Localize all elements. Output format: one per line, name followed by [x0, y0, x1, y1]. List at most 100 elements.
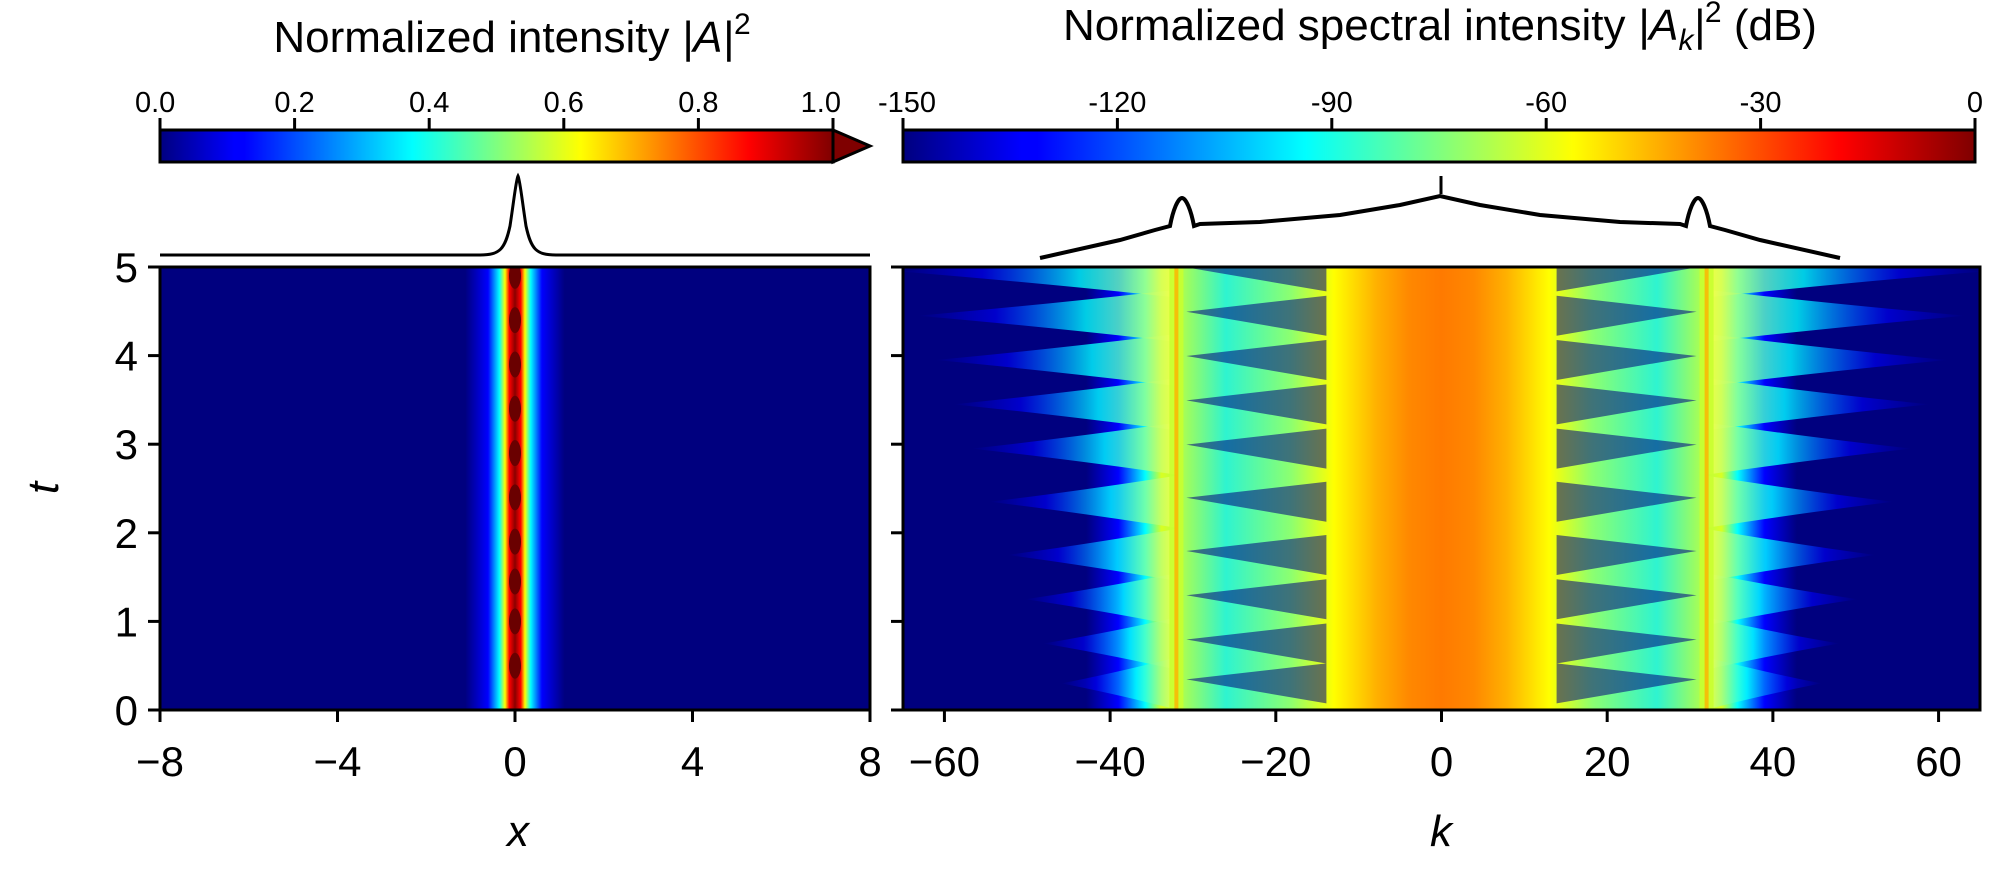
right-resonance-core — [1174, 267, 1179, 710]
right-band-right — [1706, 528, 1876, 581]
left-breather-max — [509, 440, 521, 467]
left-x-ticks: −8 −4 0 4 8 — [136, 710, 882, 785]
left-x-tick-label: 0 — [503, 738, 526, 785]
left-colorbar-frame — [158, 128, 835, 164]
left-y-tick-label: 3 — [115, 421, 138, 468]
right-band-left — [917, 289, 1177, 342]
y-label: t — [19, 480, 68, 494]
right-band-left — [1043, 617, 1177, 670]
right-notch-right — [1556, 428, 1697, 469]
right-notch-right — [1556, 623, 1697, 664]
left-x-tick-label: 8 — [858, 738, 881, 785]
right-notch-right — [1556, 579, 1697, 620]
right-x-ticks: −60 −40 −20 0 20 40 60 — [909, 710, 1962, 785]
left-breather-max — [509, 568, 521, 595]
right-colorbar-tick-label: 0 — [1967, 87, 1983, 119]
left-y-ticks: 0 1 2 3 4 5 — [115, 244, 160, 734]
right-band-left — [903, 267, 1177, 298]
right-colorbar-ticks: -150 -120 -90 -60 -30 0 — [878, 87, 1983, 130]
left-breather-max — [509, 484, 521, 511]
right-notch-left — [1186, 384, 1327, 425]
left-colorbar-tick-label: 0.6 — [544, 87, 584, 119]
right-band-right — [1706, 657, 1822, 710]
right-band-right — [1706, 475, 1894, 528]
right-notch-left — [1186, 295, 1327, 336]
right-band-left — [1007, 528, 1177, 581]
right-band-right — [1706, 378, 1930, 431]
left-colorbar-tick-label: 0.0 — [135, 87, 175, 119]
left-colorbar-ticks: 0.0 0.2 0.4 0.6 0.8 1.0 — [135, 87, 841, 130]
left-x-label: x — [505, 807, 531, 856]
right-notch-right — [1556, 481, 1697, 522]
right-heatmap-resonance-lines — [1169, 267, 1714, 710]
right-band-right — [1706, 573, 1858, 626]
right-profile-curve — [1039, 193, 1841, 260]
left-colorbar-tick-label: 0.2 — [274, 87, 314, 119]
right-heatmap — [901, 265, 1982, 712]
right-x-label: k — [1430, 807, 1454, 856]
right-notch-right — [1556, 534, 1697, 575]
left-breather-max — [509, 528, 521, 555]
left-y-tick-label: 5 — [115, 244, 138, 291]
right-band-left — [971, 422, 1177, 475]
left-x-tick-label: −4 — [314, 738, 362, 785]
left-breather-max — [509, 267, 521, 289]
right-band-right — [1706, 617, 1840, 670]
right-colorbar-frame — [901, 128, 1977, 164]
right-band-right — [1706, 334, 1948, 387]
right-x-tick-label: 60 — [1915, 738, 1962, 785]
right-notch-left — [1186, 340, 1327, 381]
left-profile-curve — [160, 172, 870, 257]
right-notch-right — [1556, 295, 1697, 336]
left-y-tick-label: 4 — [115, 333, 138, 380]
right-band-left — [935, 334, 1177, 387]
right-notch-right — [1556, 384, 1697, 425]
left-colorbar-tick-label: 0.4 — [409, 87, 449, 119]
right-notch-left — [1186, 267, 1327, 292]
right-colorbar-tick-label: -90 — [1311, 87, 1353, 119]
right-band-right — [1706, 267, 1980, 298]
right-colorbar-gradient — [903, 130, 1975, 162]
right-colorbar-tick-label: -30 — [1740, 87, 1782, 119]
right-notch-left — [1186, 481, 1327, 522]
left-breather-max — [509, 395, 521, 422]
right-x-tick-label: −20 — [1240, 738, 1311, 785]
left-heatmap-maxima — [509, 267, 521, 679]
right-band-left — [953, 378, 1177, 431]
right-heatmap-field — [903, 267, 1980, 710]
left-y-tick-label: 2 — [115, 510, 138, 557]
right-band-right — [1706, 289, 1966, 342]
right-heatmap-bands — [903, 267, 1980, 710]
left-breather-max — [509, 608, 521, 635]
left-breather-max — [509, 351, 521, 378]
right-notch-left — [1186, 428, 1327, 469]
left-colorbar-gradient — [160, 130, 833, 162]
left-breather-max — [509, 307, 521, 334]
right-y-ticks — [891, 265, 903, 712]
left-title: Normalized intensity |A|2 — [273, 8, 750, 62]
right-band-left — [1025, 573, 1177, 626]
left-x-tick-label: 4 — [681, 738, 704, 785]
right-colorbar-tick-label: -120 — [1088, 87, 1146, 119]
right-x-tick-label: 20 — [1584, 738, 1631, 785]
right-colorbar-tick-label: -150 — [878, 87, 936, 119]
right-band-right — [1706, 422, 1912, 475]
right-notch-left — [1186, 623, 1327, 664]
right-band-left — [989, 475, 1177, 528]
right-x-tick-label: 0 — [1430, 738, 1453, 785]
left-colorbar-extend-arrow — [831, 127, 874, 165]
left-heatmap — [158, 265, 872, 712]
right-x-tick-label: 40 — [1750, 738, 1797, 785]
right-x-tick-label: −60 — [909, 738, 980, 785]
right-notch-right — [1556, 340, 1697, 381]
right-notch-left — [1186, 579, 1327, 620]
right-notch-right — [1556, 663, 1697, 704]
right-band-left — [1061, 657, 1177, 710]
left-y-tick-label: 1 — [115, 598, 138, 645]
right-notch-left — [1186, 534, 1327, 575]
left-breather-max — [509, 652, 521, 679]
left-colorbar-tick-label: 1.0 — [801, 87, 841, 119]
left-colorbar — [158, 127, 874, 165]
right-notch-left — [1186, 663, 1327, 704]
